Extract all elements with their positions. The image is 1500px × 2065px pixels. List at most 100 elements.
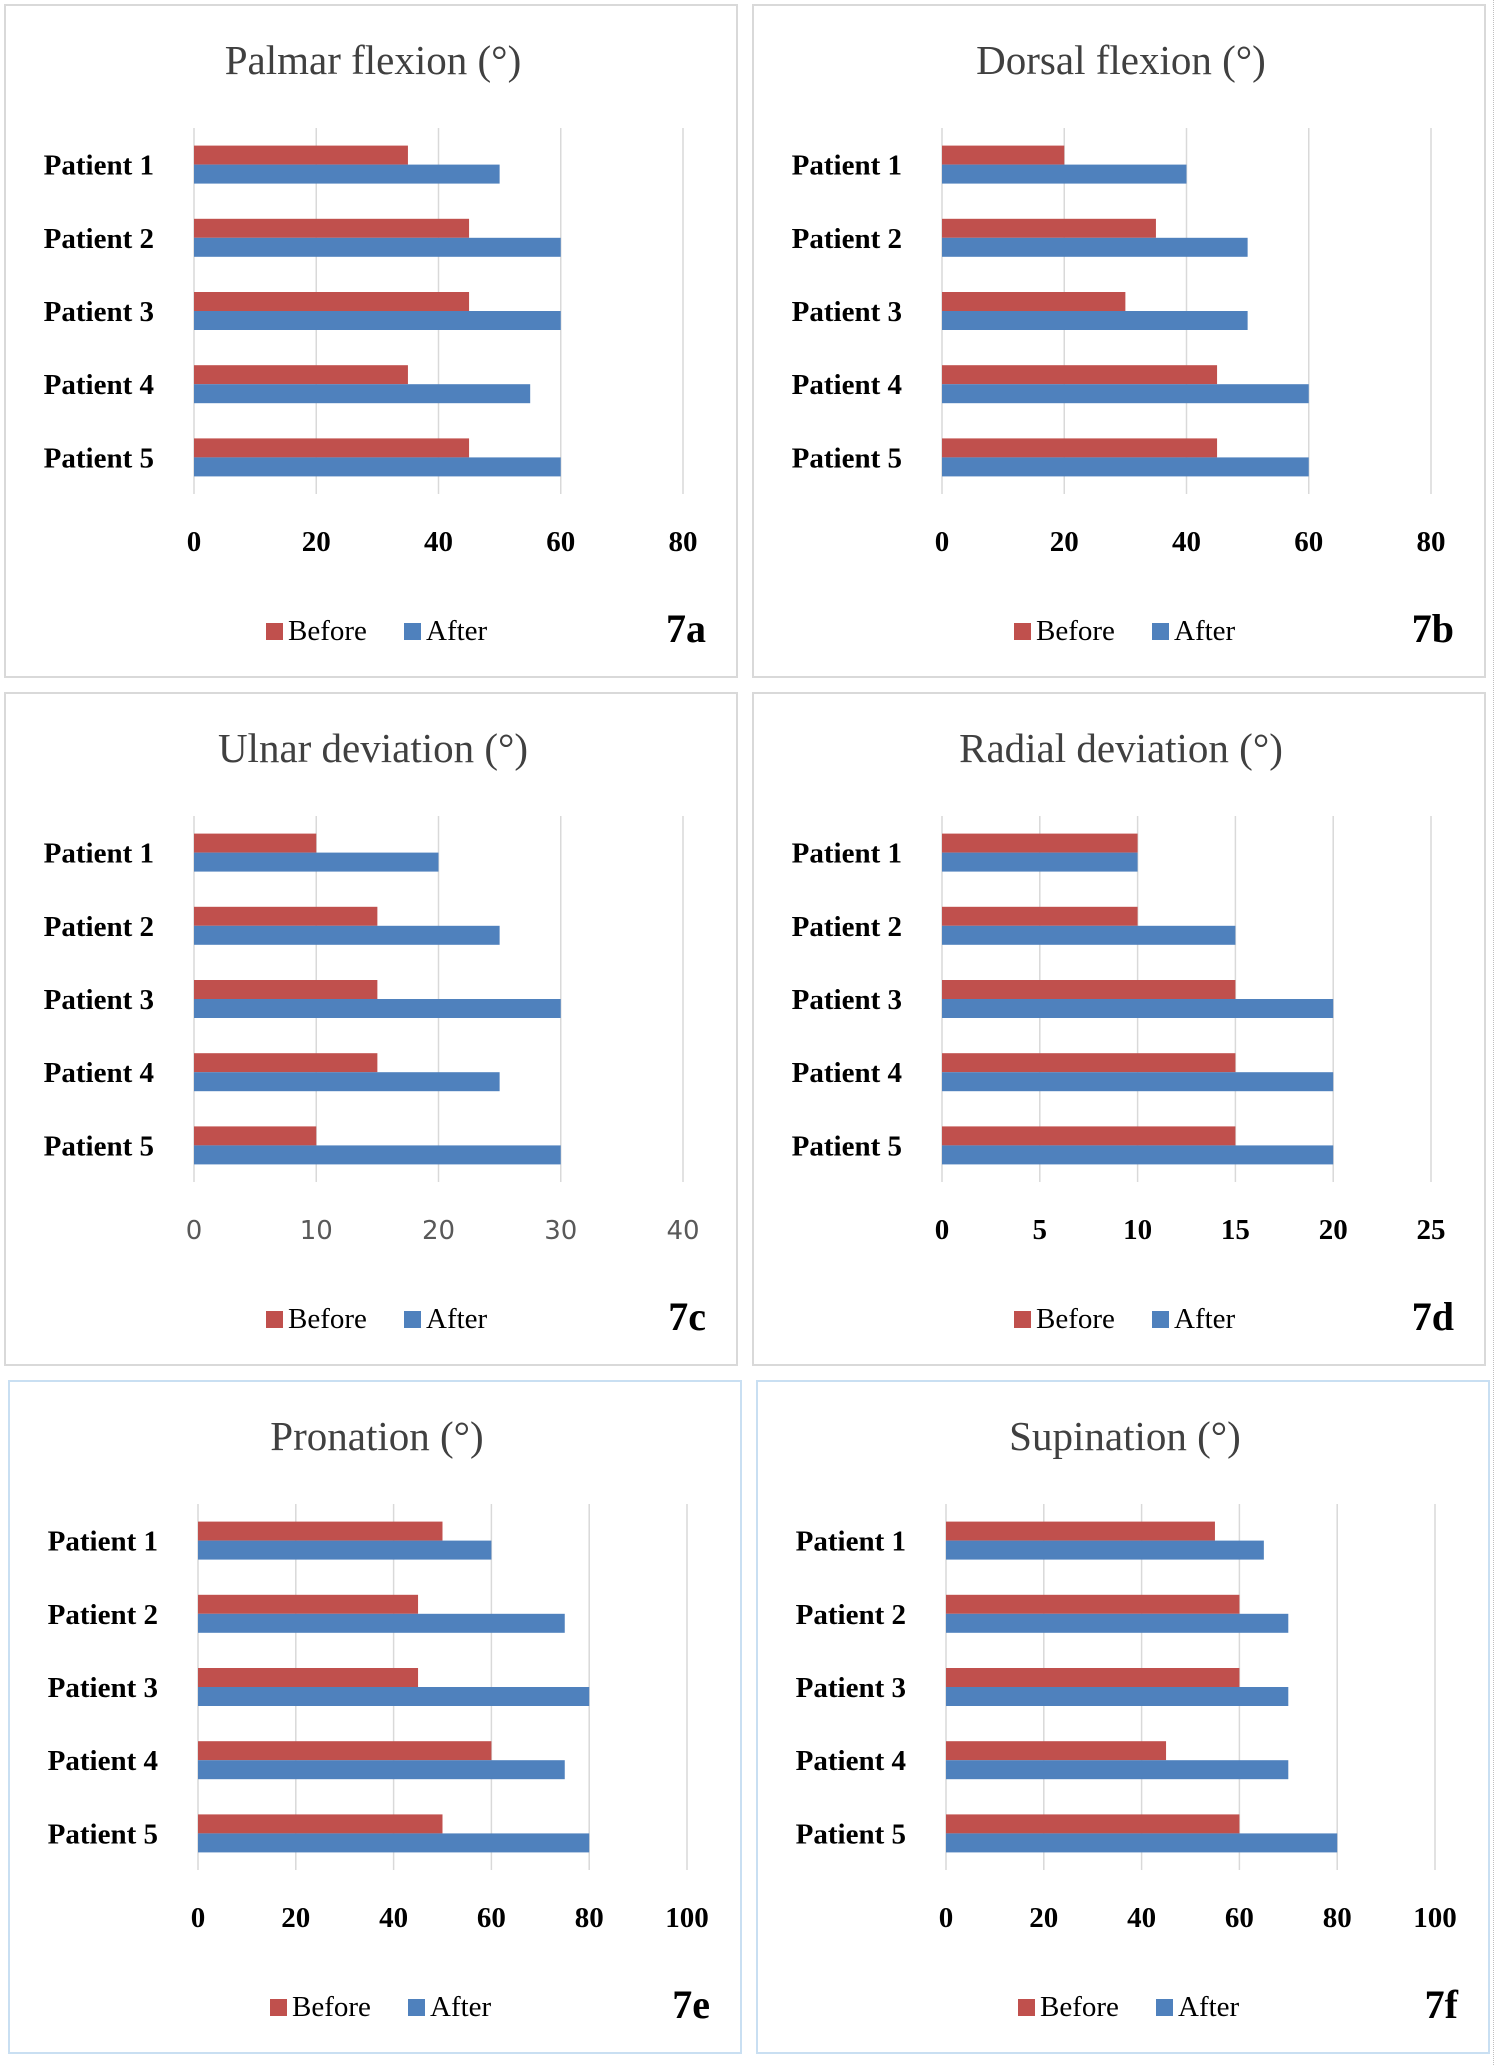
bar-before-patient-3 [198, 1668, 419, 1687]
x-tick-label: 25 [1417, 1214, 1446, 1246]
x-tick-label: 20 [1029, 1902, 1058, 1934]
bar-before-patient-4 [198, 1741, 492, 1761]
bar-before-patient-1 [194, 833, 317, 853]
panel-label: 7d [1412, 1294, 1454, 1339]
chart-title: Radial deviation (°) [959, 725, 1283, 771]
legend-swatch-before [1018, 1999, 1035, 2016]
bar-after-patient-2 [946, 1613, 1289, 1633]
legend-swatch-after [1152, 623, 1169, 640]
x-tick-label: 60 [546, 526, 575, 558]
bar-after-patient-5 [198, 1833, 590, 1853]
category-label: Patient 3 [796, 1672, 906, 1704]
x-tick-label: 10 [300, 1216, 333, 1246]
category-label: Patient 1 [44, 838, 154, 870]
legend-swatch-before [266, 1311, 283, 1328]
bar-after-patient-4 [946, 1760, 1289, 1780]
chart-panel-supination: Supination (°) 0 20 40 60 80 100 Patient 1 Patie… [756, 1380, 1490, 2054]
bar-before-patient-5 [194, 438, 470, 458]
x-tick-label: 60 [1294, 526, 1323, 558]
x-tick-label: 20 [422, 1216, 455, 1246]
category-label: Patient 2 [792, 911, 902, 943]
legend-swatch-before [266, 623, 283, 640]
category-label: Patient 5 [792, 442, 902, 474]
legend-label-before: Before [1036, 615, 1115, 647]
category-label: Patient 2 [796, 1599, 906, 1631]
bar-after-patient-5 [946, 1833, 1338, 1853]
bar-before-patient-4 [194, 1053, 378, 1073]
x-tick-label: 60 [1225, 1902, 1254, 1934]
chart-panel-ulnar-deviation: Ulnar deviation (°) 0 10 20 30 40 Patient 1 Pat… [4, 692, 738, 1366]
legend-swatch-before [1014, 1311, 1031, 1328]
legend-label-after: After [426, 1303, 488, 1335]
bar-after-patient-4 [942, 384, 1309, 404]
category-label: Patient 3 [44, 984, 154, 1016]
bar-after-patient-3 [942, 999, 1334, 1018]
bar-after-patient-3 [946, 1687, 1289, 1706]
bar-before-patient-4 [194, 365, 408, 385]
chart-panel-pronation: Pronation (°) 0 20 40 60 80 100 Patient 1 Patien… [8, 1380, 742, 2054]
legend-label-before: Before [288, 615, 367, 647]
legend-label-before: Before [1040, 1991, 1119, 2023]
category-label: Patient 4 [48, 1745, 158, 1777]
category-label: Patient 5 [796, 1818, 906, 1850]
chart-title: Dorsal flexion (°) [976, 37, 1266, 83]
legend-label-after: After [430, 1991, 492, 2023]
bar-chart-ulnar-deviation: Ulnar deviation (°) 0 10 20 30 40 Patient 1 Pat… [44, 725, 706, 1339]
bar-after-patient-4 [194, 1072, 500, 1092]
bar-after-patient-5 [942, 1145, 1334, 1165]
panel-label: 7f [1425, 1982, 1459, 2027]
x-tick-label: 30 [544, 1216, 577, 1246]
bar-after-patient-1 [942, 164, 1187, 184]
bar-after-patient-3 [198, 1687, 590, 1706]
bar-before-patient-5 [946, 1814, 1240, 1834]
bar-before-patient-2 [194, 218, 470, 238]
legend-swatch-after [404, 623, 421, 640]
bar-before-patient-3 [194, 292, 470, 311]
bar-before-patient-1 [942, 145, 1065, 165]
bar-after-patient-2 [198, 1613, 565, 1633]
x-tick-label: 20 [1050, 526, 1079, 558]
legend-swatch-after [408, 1999, 425, 2016]
category-label: Patient 1 [48, 1526, 158, 1558]
x-tick-label: 40 [1127, 1902, 1156, 1934]
category-label: Patient 3 [792, 296, 902, 328]
bar-after-patient-2 [942, 925, 1236, 945]
bar-before-patient-2 [942, 218, 1156, 238]
panel-label: 7a [666, 606, 706, 651]
category-label: Patient 2 [44, 223, 154, 255]
x-tick-label: 15 [1221, 1214, 1250, 1246]
category-label: Patient 3 [792, 984, 902, 1016]
bar-before-patient-2 [194, 906, 378, 926]
category-label: Patient 2 [792, 223, 902, 255]
bar-before-patient-3 [942, 292, 1126, 311]
bar-before-patient-4 [946, 1741, 1167, 1761]
bar-after-patient-1 [194, 164, 500, 184]
x-tick-label: 0 [939, 1902, 954, 1934]
category-label: Patient 5 [792, 1130, 902, 1162]
bar-chart-dorsal-flexion: Dorsal flexion (°) 0 20 40 60 80 Patient 1 Pati… [792, 37, 1454, 651]
legend-label-before: Before [288, 1303, 367, 1335]
x-tick-label: 80 [575, 1902, 604, 1934]
category-label: Patient 3 [48, 1672, 158, 1704]
x-tick-label: 0 [186, 1216, 203, 1246]
bar-before-patient-1 [194, 145, 408, 165]
bar-after-patient-2 [942, 237, 1248, 257]
x-tick-label: 5 [1033, 1214, 1048, 1246]
x-tick-label: 0 [935, 526, 950, 558]
bar-after-patient-1 [942, 852, 1138, 872]
chart-title: Pronation (°) [270, 1413, 483, 1459]
bar-before-patient-3 [194, 980, 378, 999]
x-tick-label: 40 [1172, 526, 1201, 558]
bar-chart-radial-deviation: Radial deviation (°) 0 5 10 15 20 25 Patient 1 P… [792, 725, 1454, 1339]
legend-label-before: Before [292, 1991, 371, 2023]
bar-before-patient-5 [194, 1126, 317, 1146]
category-label: Patient 5 [44, 1130, 154, 1162]
category-label: Patient 4 [44, 369, 154, 401]
legend-swatch-before [1014, 623, 1031, 640]
category-label: Patient 5 [44, 442, 154, 474]
bar-before-patient-4 [942, 365, 1218, 385]
bar-chart-supination: Supination (°) 0 20 40 60 80 100 Patient 1 Patie… [796, 1413, 1459, 2027]
bar-before-patient-3 [946, 1668, 1240, 1687]
category-label: Patient 2 [48, 1599, 158, 1631]
legend-swatch-after [1152, 1311, 1169, 1328]
